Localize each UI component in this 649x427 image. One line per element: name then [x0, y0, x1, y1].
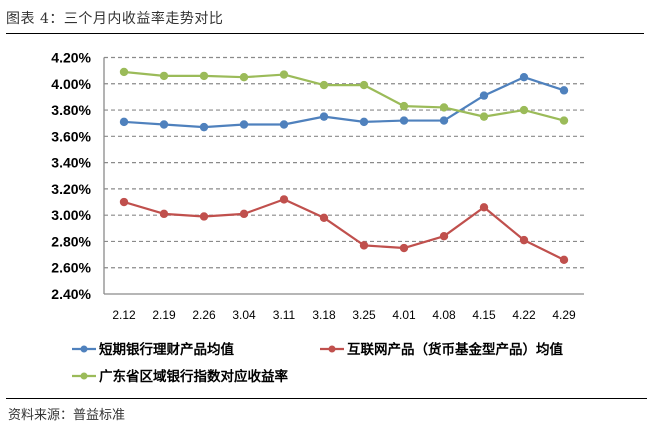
data-point	[119, 197, 129, 207]
data-point	[439, 116, 449, 125]
axes	[103, 57, 584, 295]
y-tick-label: 3.60%	[51, 128, 91, 144]
data-point	[199, 122, 209, 132]
source-note: 资料来源：普益标准	[8, 408, 126, 423]
data-point	[279, 70, 289, 79]
x-axis-ticks: 2.12 2.19 2.26 3.04 3.11 3.18 3.25 4.01 4.08 4.15…	[112, 308, 576, 322]
data-point	[399, 101, 409, 111]
y-tick-label: 3.80%	[51, 102, 91, 118]
x-tick-label: 2.26	[192, 308, 216, 322]
x-tick-label: 4.22	[512, 308, 536, 322]
series-1	[119, 73, 569, 132]
data-point	[399, 116, 409, 125]
y-tick-label: 2.40%	[51, 286, 91, 302]
x-tick-label: 3.18	[312, 308, 336, 322]
series-group	[119, 67, 569, 265]
data-point	[559, 255, 569, 265]
legend-marker	[328, 345, 336, 353]
data-point	[159, 209, 169, 219]
y-tick-label: 3.20%	[51, 181, 91, 197]
x-tick-label: 4.29	[552, 308, 576, 322]
data-point	[279, 120, 289, 129]
source-rule	[6, 398, 647, 399]
legend-item-3: 广东省区域银行指数对应收益率	[72, 368, 288, 385]
title-rule	[6, 33, 644, 34]
x-tick-label: 4.01	[392, 308, 416, 322]
x-tick-label: 3.11	[273, 308, 296, 322]
series-2	[119, 195, 569, 265]
data-point	[159, 71, 169, 81]
legend-label: 广东省区域银行指数对应收益率	[99, 368, 288, 385]
legend-marker	[80, 372, 88, 380]
data-point	[439, 231, 449, 241]
data-point	[399, 243, 409, 253]
series-line	[123, 76, 565, 129]
series-3	[119, 67, 569, 125]
data-point	[319, 213, 329, 222]
x-tick-label: 4.08	[432, 308, 456, 322]
series-line	[123, 198, 565, 261]
y-tick-label: 4.20%	[51, 50, 91, 66]
data-point	[199, 212, 209, 221]
data-point	[239, 209, 249, 219]
data-point	[359, 117, 369, 127]
data-point	[479, 91, 489, 100]
data-point	[479, 112, 489, 121]
legend-label: 互联网产品（货币基金型产品）均值	[347, 341, 563, 358]
legend-marker	[80, 345, 88, 353]
data-point	[319, 112, 329, 121]
data-point	[119, 117, 129, 127]
y-tick-label: 2.60%	[51, 260, 91, 276]
x-tick-label: 4.15	[472, 308, 496, 322]
x-tick-label: 2.19	[152, 308, 176, 322]
data-point	[439, 103, 449, 112]
data-point	[559, 116, 569, 125]
x-tick-label: 3.04	[232, 308, 256, 322]
data-point	[519, 235, 529, 245]
data-point	[239, 73, 249, 82]
y-axis-ticks: 2.40% 2.60% 2.80% 3.00% 3.20% 3.40% 3.60% 3.80%…	[51, 50, 91, 303]
data-point	[519, 73, 529, 82]
series-line	[123, 70, 565, 122]
data-point	[199, 71, 209, 81]
legend-item-2: 互联网产品（货币基金型产品）均值	[320, 341, 563, 358]
data-point	[559, 86, 569, 95]
y-tick-label: 2.80%	[51, 233, 91, 249]
data-point	[359, 241, 369, 250]
x-tick-label: 2.12	[112, 308, 136, 322]
data-point	[239, 120, 249, 129]
data-point	[519, 105, 529, 115]
x-tick-label: 3.25	[352, 308, 376, 322]
y-tick-label: 3.00%	[51, 207, 91, 223]
data-point	[119, 67, 129, 77]
legend-item-1: 短期银行理财产品均值	[72, 341, 234, 358]
y-tick-label: 3.40%	[51, 155, 91, 171]
y-tick-label: 4.00%	[51, 76, 91, 92]
data-point	[319, 80, 329, 90]
data-point	[279, 195, 289, 204]
data-point	[159, 120, 169, 129]
gridlines	[104, 56, 584, 269]
figure-title: 图表 4：三个月内收益率走势对比	[6, 11, 224, 27]
data-point	[479, 203, 489, 212]
data-point	[359, 80, 369, 90]
legend-label: 短期银行理财产品均值	[99, 341, 234, 358]
